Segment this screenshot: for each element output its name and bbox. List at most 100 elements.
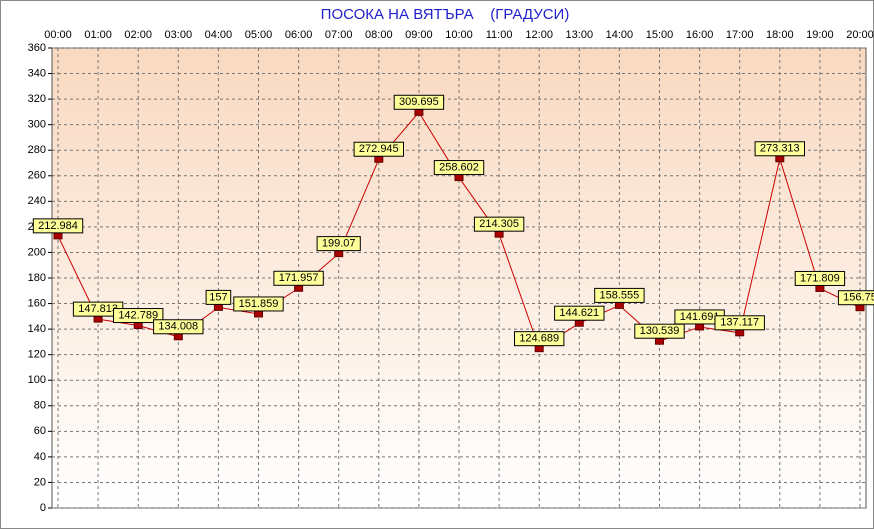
value-label: 144.621 xyxy=(559,307,599,319)
y-tick-label: 320 xyxy=(28,93,46,105)
x-tick-label: 12:00 xyxy=(525,29,553,41)
value-label: 147.813 xyxy=(78,303,118,315)
value-label-box xyxy=(273,270,324,286)
value-label: 273.313 xyxy=(760,143,800,155)
x-tick-label: 04:00 xyxy=(205,29,233,41)
value-label: 272.945 xyxy=(359,143,399,155)
value-label-box xyxy=(473,216,525,232)
point xyxy=(815,284,825,292)
value-label: 137.117 xyxy=(720,317,759,329)
point xyxy=(614,301,624,309)
y-tick-label: 140 xyxy=(28,323,46,335)
y-tick-label: 60 xyxy=(34,425,46,437)
y-tick-label: 100 xyxy=(28,374,46,386)
y-tick-label: 240 xyxy=(28,195,46,207)
y-tick-label: 200 xyxy=(28,246,46,258)
value-label: 212.984 xyxy=(38,220,78,232)
value-label: 151.859 xyxy=(239,298,279,310)
value-label: 142.789 xyxy=(118,309,158,321)
x-tick-label: 13:00 xyxy=(566,29,594,41)
y-tick-label: 360 xyxy=(28,42,46,54)
value-label-box xyxy=(205,289,232,305)
x-tick-label: 08:00 xyxy=(365,29,393,41)
point xyxy=(855,304,865,312)
x-tick-label: 09:00 xyxy=(405,29,433,41)
value-label: 141.691 xyxy=(680,311,720,323)
value-label-box xyxy=(634,323,685,339)
value-label-box xyxy=(714,315,765,331)
point xyxy=(213,303,223,311)
value-label-box xyxy=(113,308,164,324)
value-label-box xyxy=(594,287,645,303)
y-tick-label: 280 xyxy=(28,144,46,156)
y-tick-label: 260 xyxy=(28,170,46,182)
chart-title: ПОСОКА НА ВЯТЪРА (ГРАДУСИ) xyxy=(321,6,570,23)
x-tick-label: 19:00 xyxy=(806,29,834,41)
value-label: 309.695 xyxy=(399,96,439,108)
value-label-box xyxy=(153,319,204,335)
point xyxy=(534,345,544,353)
value-label-box xyxy=(837,290,874,306)
value-label-box xyxy=(393,94,445,110)
y-tick-label: 20 xyxy=(34,476,46,488)
value-label: 134.008 xyxy=(158,321,198,333)
value-label-box xyxy=(794,270,846,286)
y-tick-label: 80 xyxy=(34,400,46,412)
x-tick-label: 11:00 xyxy=(486,29,513,41)
point xyxy=(334,250,344,258)
value-label-box xyxy=(233,296,284,312)
value-label: 157 xyxy=(209,291,227,303)
value-label: 171.809 xyxy=(800,272,840,284)
point xyxy=(414,108,424,116)
y-tick-label: 180 xyxy=(28,272,46,284)
x-tick-label: 20:00 xyxy=(846,29,874,41)
x-tick-label: 01:00 xyxy=(84,29,112,41)
value-label-box xyxy=(433,160,485,176)
value-label: 258.602 xyxy=(439,161,479,173)
point xyxy=(454,174,464,182)
point xyxy=(695,323,705,331)
value-label: 130.539 xyxy=(640,325,680,337)
value-label: 171.957 xyxy=(279,272,319,284)
point xyxy=(53,232,63,240)
value-label-box xyxy=(514,331,565,347)
y-tick-label: 40 xyxy=(34,451,46,463)
x-tick-label: 16:00 xyxy=(686,29,714,41)
value-label-box xyxy=(316,236,361,252)
value-label: 199.07 xyxy=(322,238,356,250)
x-tick-label: 15:00 xyxy=(646,29,674,41)
value-label: 124.689 xyxy=(519,333,559,345)
value-label-box xyxy=(554,305,605,321)
point xyxy=(173,333,183,341)
point xyxy=(93,315,103,323)
x-tick-label: 18:00 xyxy=(766,29,794,41)
point xyxy=(254,310,263,318)
y-tick-label: 160 xyxy=(28,297,46,309)
x-tick-label: 07:00 xyxy=(325,29,353,41)
y-tick-label: 300 xyxy=(28,119,46,131)
point xyxy=(735,329,745,337)
x-tick-label: 14:00 xyxy=(606,29,634,41)
point xyxy=(133,322,143,330)
value-label-box xyxy=(353,141,405,157)
y-tick-label: 120 xyxy=(28,349,46,361)
point xyxy=(574,319,584,327)
y-tick-label: 340 xyxy=(28,67,46,79)
point xyxy=(374,155,384,163)
value-label: 214.305 xyxy=(479,218,519,230)
x-tick-label: 10:00 xyxy=(445,29,473,41)
point xyxy=(655,337,664,345)
x-tick-label: 03:00 xyxy=(165,29,193,41)
point xyxy=(494,230,504,238)
value-label-box xyxy=(754,141,805,157)
x-tick-label: 02:00 xyxy=(124,29,152,41)
point xyxy=(775,155,785,163)
value-label: 158.555 xyxy=(600,289,640,301)
value-label: 156.75 xyxy=(843,292,874,304)
x-tick-label: 05:00 xyxy=(245,29,273,41)
x-tick-label: 00:00 xyxy=(44,29,72,41)
x-tick-label: 06:00 xyxy=(285,29,313,41)
y-tick-label: 0 xyxy=(40,502,46,514)
point xyxy=(294,284,304,292)
